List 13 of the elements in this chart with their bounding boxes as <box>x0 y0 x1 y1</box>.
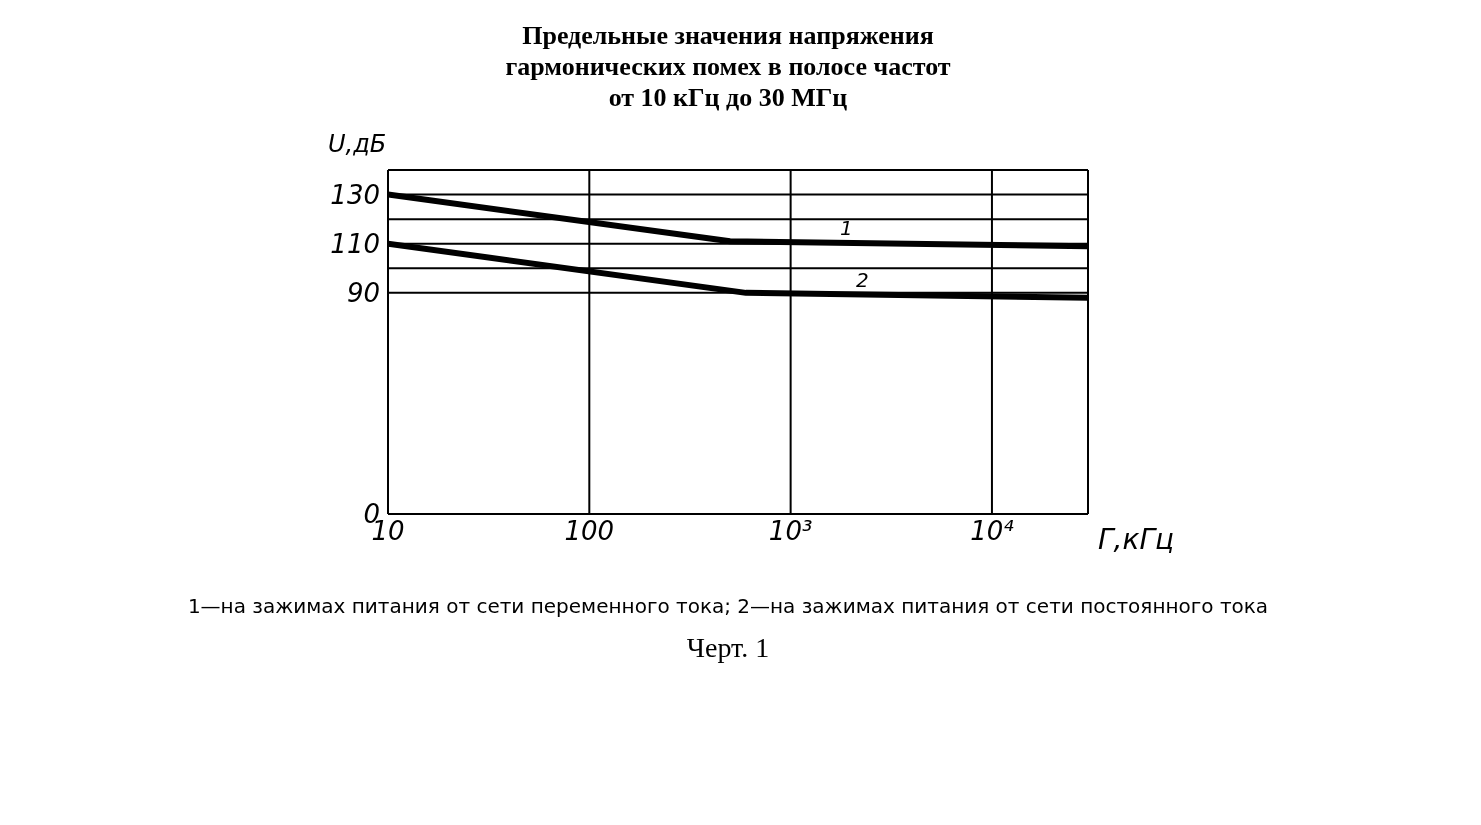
series-label: 1 <box>840 215 853 240</box>
y-tick-label: 130 <box>330 179 380 210</box>
x-tick-label: 10⁴ <box>970 516 1015 547</box>
x-tick-label: 100 <box>564 516 615 547</box>
text: Черт. 1 <box>685 631 771 664</box>
chart-title: Предельные значения напряжения гармонических помех в полосе частот от 10 кГц до 30 МГц <box>504 20 952 114</box>
y-tick-label: 110 <box>330 228 380 259</box>
y-axis-title: U,дБ <box>328 129 387 158</box>
series-label: 2 <box>855 267 869 292</box>
x-tick-label: 10³ <box>768 516 813 547</box>
x-axis-title: Г,кГц <box>1098 522 1175 556</box>
y-tick-label: 90 <box>346 277 380 308</box>
text: 1—на зажимах питания от сети переменного тока; 2—на зажимах питания от сети постоянного тока <box>186 593 1270 618</box>
